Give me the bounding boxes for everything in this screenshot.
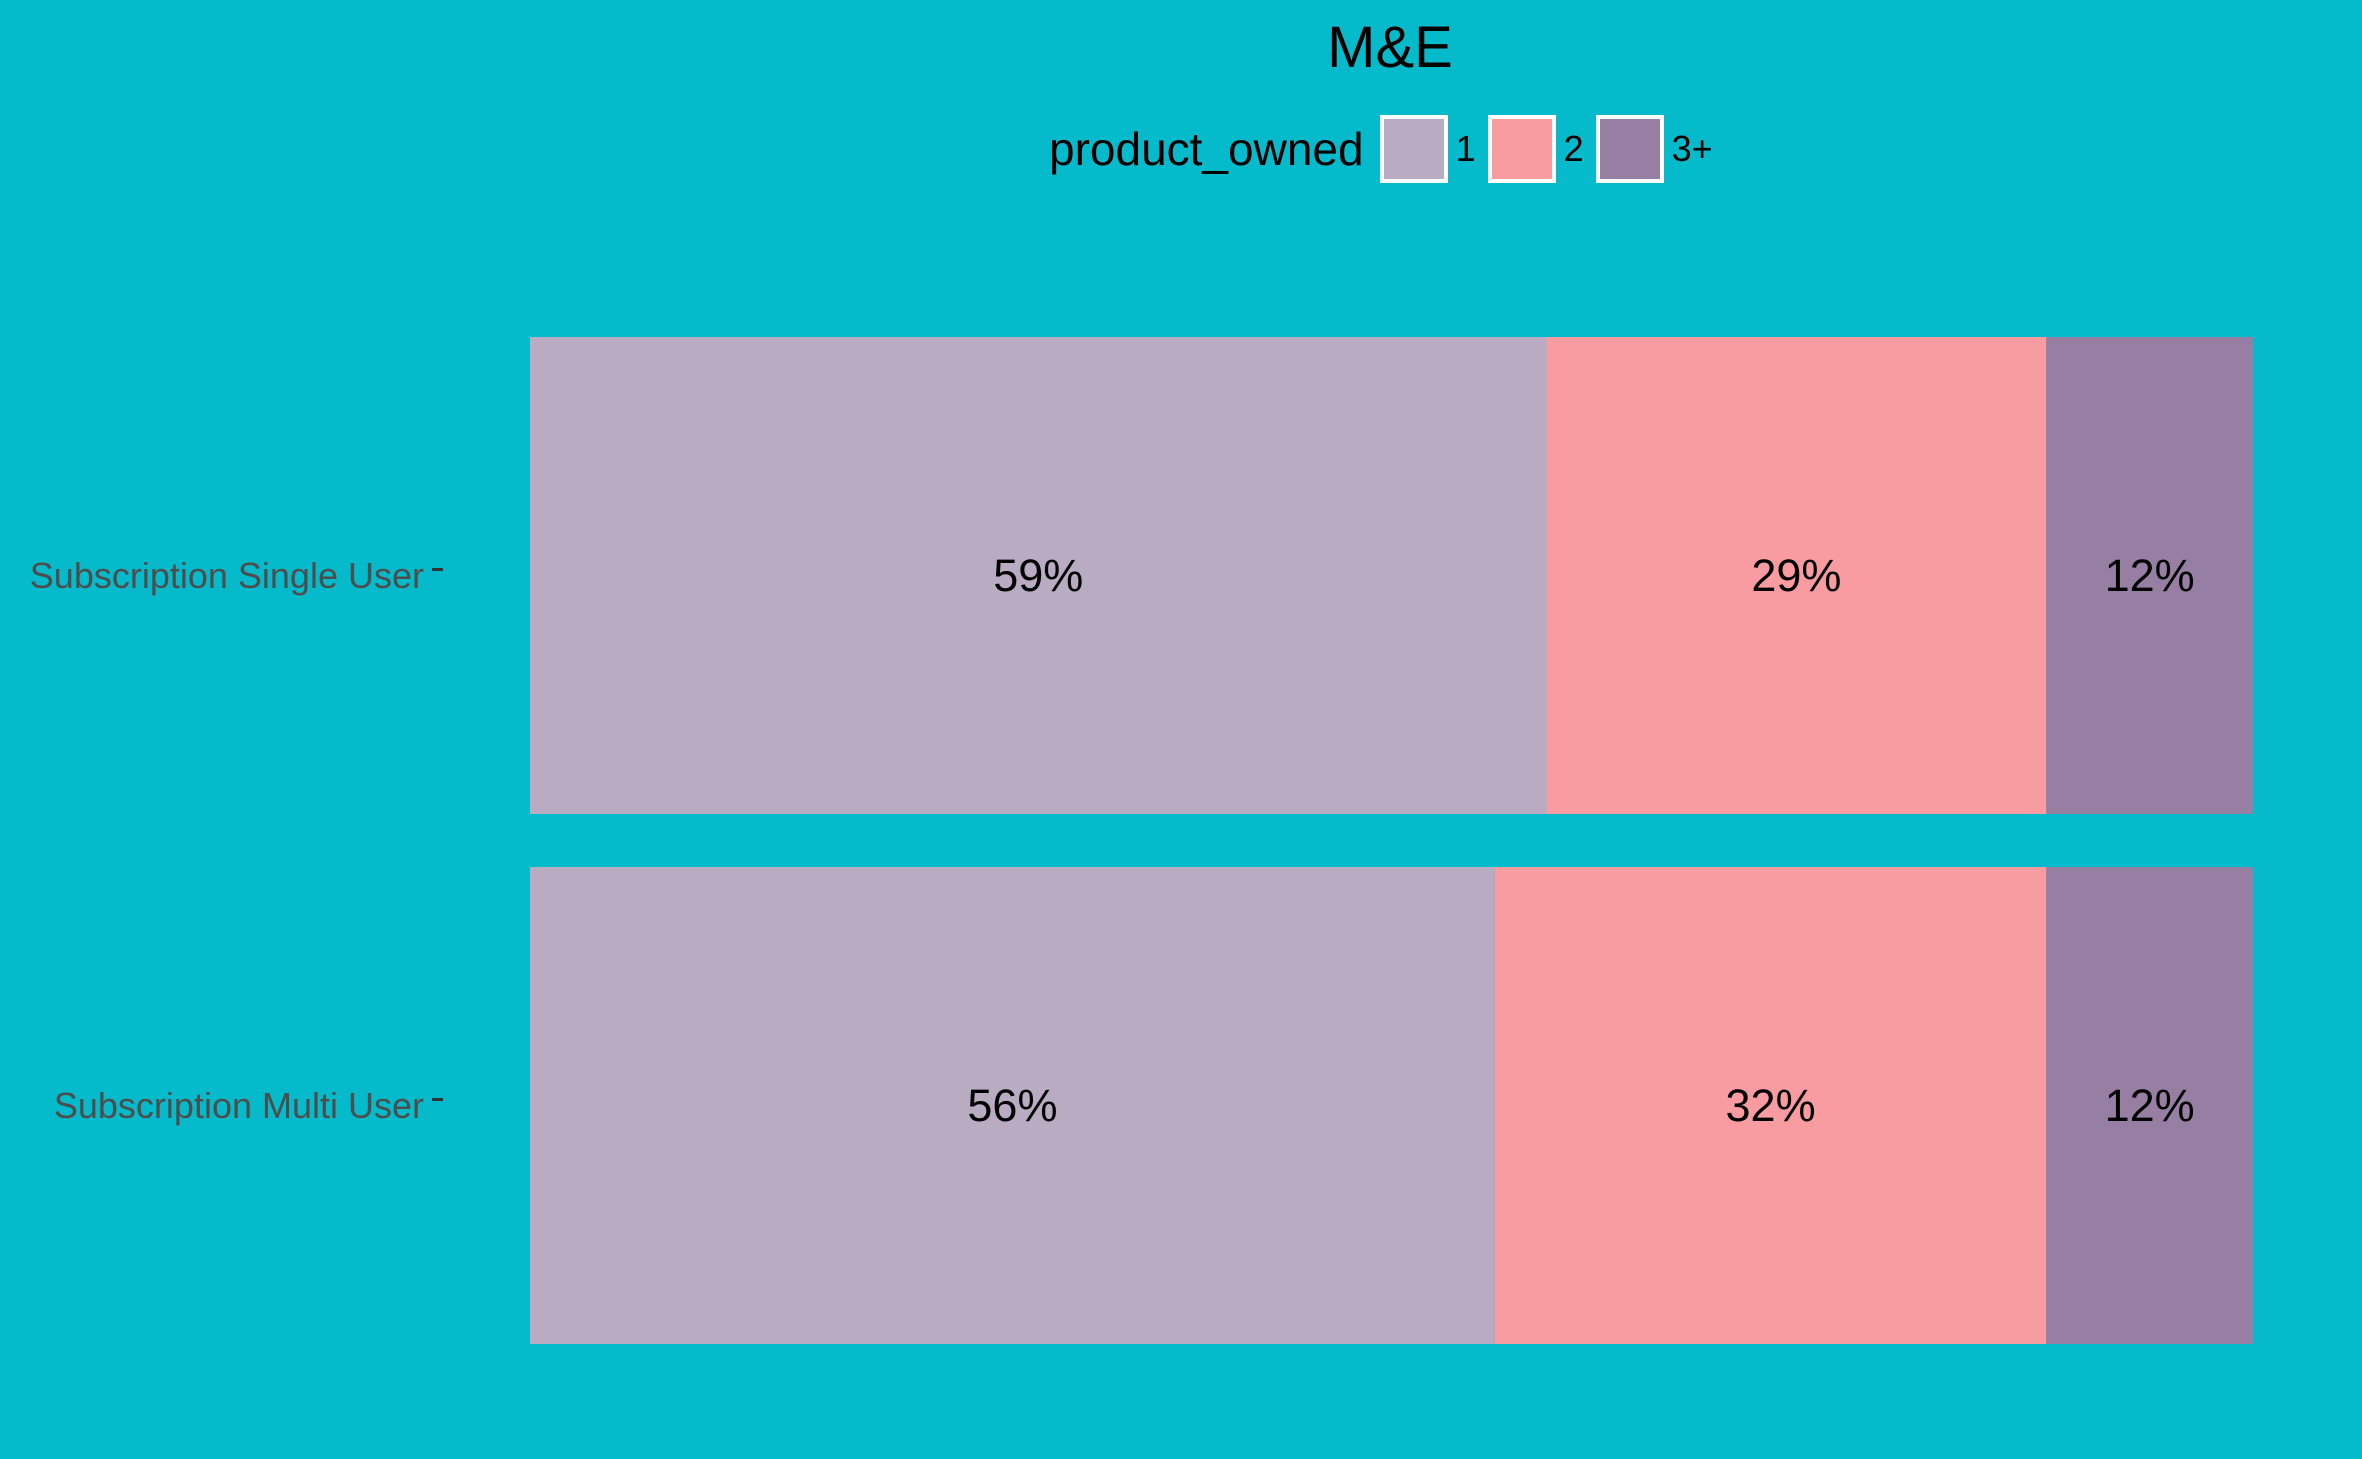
bar-subscription-multi-user-series-2 — [1494, 867, 2047, 1344]
data-label-subscription-multi-user-series-3plus: 12% — [2105, 1080, 2195, 1131]
chart-title: M&E — [1327, 15, 1453, 80]
bar-subscription-multi-user-series-1 — [530, 867, 1495, 1344]
data-label-subscription-single-user-series-2: 29% — [1751, 550, 1841, 601]
legend-label-3plus: 3+ — [1671, 128, 1713, 169]
legend-label-2: 2 — [1563, 128, 1584, 169]
legend-item-3plus: 3+ — [1595, 115, 1713, 183]
category-label-subscription-single-user: Subscription Single User — [30, 555, 424, 596]
bar-subscription-multi-user-series-3plus — [2046, 867, 2253, 1344]
legend-swatch-2 — [1487, 115, 1556, 183]
bar-subscription-single-user-series-1 — [530, 337, 1547, 814]
data-label-subscription-multi-user-series-2: 32% — [1726, 1080, 1816, 1131]
bar-subscription-single-user-series-3plus — [2046, 337, 2253, 814]
legend-swatch-1 — [1379, 115, 1448, 183]
legend-swatch-3plus — [1595, 115, 1664, 183]
data-label-subscription-single-user-series-3plus: 12% — [2105, 550, 2195, 601]
data-label-subscription-multi-user-series-1: 56% — [967, 1080, 1057, 1131]
legend-item-1: 1 — [1379, 115, 1476, 183]
bar-subscription-single-user-series-2 — [1546, 337, 2047, 814]
legend-item-2: 2 — [1487, 115, 1584, 183]
legend-title: product_owned — [1049, 123, 1364, 175]
legend-label-1: 1 — [1455, 128, 1476, 169]
data-label-subscription-single-user-series-1: 59% — [993, 550, 1083, 601]
legend: product_owned 1 2 3+ — [1049, 108, 1725, 190]
category-label-subscription-multi-user: Subscription Multi User — [54, 1085, 424, 1126]
